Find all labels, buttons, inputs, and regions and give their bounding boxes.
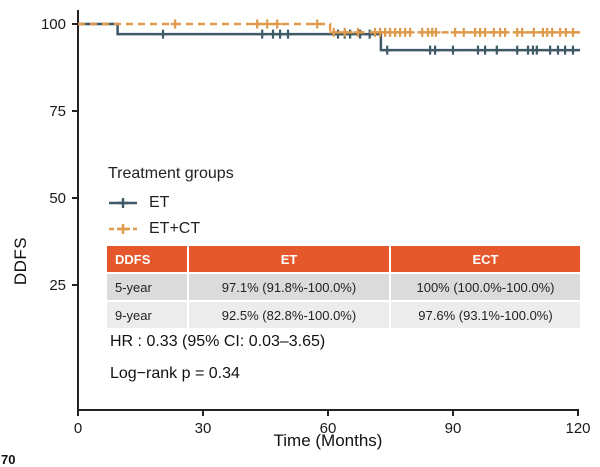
legend-label-et: ET [149,194,170,211]
hazard-ratio-annotation: HR : 0.33 (95% CI: 0.03–3.65) [110,333,326,350]
svg-text:75: 75 [49,103,66,120]
cell-5year-ect: 100% (100.0%-100.0%) [391,274,580,300]
series-ET+CT [78,19,581,37]
legend: Treatment groups ET ET+CT [108,165,234,242]
table-row-5year: 5-year 97.1% (91.8%-100.0%) 100% (100.0%… [107,274,580,300]
cell-5year-label: 5-year [107,274,187,300]
legend-title: Treatment groups [108,165,234,182]
svg-text:60: 60 [320,420,337,437]
milestone-table: DDFS ET ECT 5-year 97.1% (91.8%-100.0%) … [105,244,582,330]
table-header-et: ET [189,246,389,272]
svg-text:90: 90 [445,420,462,437]
corner-text-fragment: 70 [1,452,16,467]
axes: 0 30 60 90 120 100 75 50 25 [41,10,591,437]
svg-text:30: 30 [195,420,212,437]
legend-item-etct: ET+CT [108,216,234,242]
logrank-annotation: Log−rank p = 0.34 [110,365,240,382]
table-row-9year: 9-year 92.5% (82.8%-100.0%) 97.6% (93.1%… [107,302,580,328]
svg-text:120: 120 [565,420,590,437]
legend-item-et: ET [108,190,234,216]
svg-text:50: 50 [49,190,66,207]
cell-9year-et: 92.5% (82.8%-100.0%) [189,302,389,328]
et-line-key-icon [109,198,137,208]
table-header-row: DDFS ET ECT [107,246,580,272]
x-axis-title: Time (Months) [273,431,383,450]
svg-text:25: 25 [49,277,66,294]
cell-9year-ect: 97.6% (93.1%-100.0%) [391,302,580,328]
etct-dashed-line-key-icon [109,224,137,234]
y-axis-title: DDFS [11,236,30,286]
cell-5year-et: 97.1% (91.8%-100.0%) [189,274,389,300]
legend-label-etct: ET+CT [149,220,201,237]
svg-text:0: 0 [74,420,82,437]
table-header-ddfs: DDFS [107,246,187,272]
table-header-ect: ECT [391,246,580,272]
cell-9year-label: 9-year [107,302,187,328]
svg-text:100: 100 [41,16,66,33]
